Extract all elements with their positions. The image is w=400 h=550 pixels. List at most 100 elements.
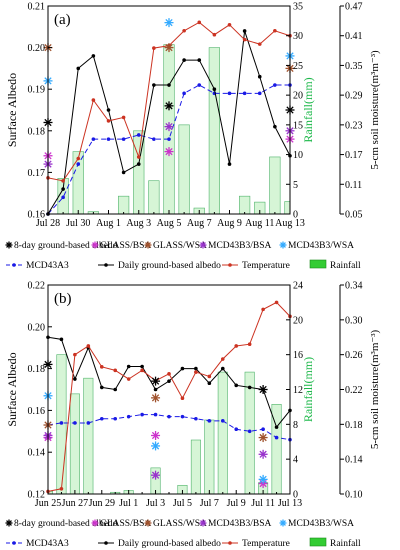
legend-marker-glass-wsa	[144, 241, 152, 249]
y2-tick-label: 15	[293, 120, 303, 131]
legend-label-daily-ground-based-albedo: Daily ground-based albedo	[118, 539, 221, 549]
mcd43a3-point	[273, 83, 277, 87]
y3-tick-label: 0.47	[345, 2, 363, 13]
y2-tick-label: 25	[293, 61, 303, 72]
y-tick-label: 0.16	[28, 406, 46, 417]
temperature-point	[59, 486, 64, 491]
x-tick-label: Aug 7	[187, 218, 212, 229]
temperature-point	[274, 300, 279, 305]
daily-ground-based-albedo-point	[247, 385, 252, 390]
mcd43a3-point	[227, 91, 232, 96]
y2-tick-label: 16	[293, 350, 303, 361]
panel-b: 0.12 0.14 0.16 0.18 0.20 0.22 0 4 8 12 16 20 24 0.10 0…	[5, 281, 381, 510]
legend-marker-daily-ground-based-albedo	[104, 541, 108, 545]
y2-tick-label: 0	[293, 490, 298, 501]
temperature-point	[234, 344, 239, 348]
temperature-point	[257, 42, 262, 46]
daily-ground-based-albedo-point	[257, 74, 262, 79]
x-tick-label: Aug 13	[275, 218, 305, 229]
y3-tick-label: 0.05	[345, 210, 363, 221]
temperature-point	[152, 46, 156, 50]
legend-label-rainfall: Rainfall	[330, 260, 361, 271]
mcd43b3-wsa-marker	[258, 474, 268, 484]
y3-tick-label: 0.29	[345, 91, 363, 102]
x-tick-label: Jun 29	[89, 498, 115, 509]
mcd43a3-point	[136, 133, 141, 137]
y-tick-label: 0.12	[28, 490, 46, 501]
y2-tick-label: 0	[293, 210, 298, 221]
rainfall-bar	[190, 439, 201, 494]
legend-label-mcd43b3-bsa: MCD43B3/BSA	[208, 519, 271, 529]
legend-label-mcd43b3-wsa: MCD43B3/WSA	[288, 519, 354, 529]
mcd43a3-point	[207, 419, 212, 423]
rainfall-bar	[148, 180, 160, 214]
mcd43a3-point	[247, 429, 252, 434]
mcd43a3-point	[274, 435, 279, 440]
y3-tick-label: 0.23	[345, 120, 363, 131]
legend-marker-mcd43b3-bsa	[199, 519, 207, 527]
mcd43a3-point	[76, 162, 81, 166]
mcd43a3-point	[152, 137, 156, 141]
legend-label-glass-bsa: GLASS/BSA	[100, 241, 151, 251]
daily-ground-based-albedo-point	[59, 337, 64, 342]
legend-label-glass-wsa: GLASS/WSA	[153, 241, 207, 251]
legend-label-glass-wsa: GLASS/WSA	[153, 519, 207, 529]
legend-marker-8-day-ground-based-albedo	[5, 241, 13, 249]
mcd43a3-point	[91, 137, 96, 141]
rainfall-bar	[204, 419, 215, 494]
legend-label-glass-bsa: GLASS/BSA	[100, 519, 151, 529]
mcd43b3-wsa-marker	[164, 18, 174, 28]
legend-label-8-day-ground-based-albedo: 8-day ground-based albedo	[14, 519, 118, 529]
x-tick-label: Jul 13	[278, 498, 302, 509]
x-tick-label: Jul 11	[251, 498, 275, 509]
y3-tick-label: 0.30	[345, 315, 363, 326]
temperature-point	[126, 377, 131, 381]
temperature-point	[86, 344, 91, 348]
y2-tick-label: 12	[293, 385, 303, 396]
daily-ground-based-albedo-point	[136, 162, 141, 166]
rainfall-bar	[271, 404, 282, 494]
x-tick-label: Jul 30	[66, 218, 90, 229]
legend-marker-glass-bsa	[91, 241, 99, 249]
rainfall-bar	[150, 467, 161, 494]
daily-ground-based-albedo-point	[207, 381, 212, 386]
temperature-point	[273, 28, 277, 33]
y3-tick-label: 0.11	[345, 180, 362, 191]
y2-tick-label: 35	[293, 2, 303, 13]
x-tick-label: Jun 27	[62, 498, 88, 509]
rainfall-bar	[254, 201, 266, 214]
x-tick-label: Jul 1	[119, 498, 138, 509]
glass-wsa-marker	[164, 43, 174, 53]
x-tick-label: Jul 7	[200, 498, 219, 509]
legend-label-temperature: Temperature	[242, 261, 290, 271]
legend-label-mcd43a3: MCD43A3	[26, 539, 69, 549]
rainfall-bar	[72, 151, 84, 214]
y2-tick-label: 30	[293, 31, 303, 42]
y3-tick-label: 0.26	[345, 350, 363, 361]
mcd43a3-point	[106, 137, 111, 141]
temperature-point	[261, 307, 265, 312]
daily-ground-based-albedo-point	[234, 383, 239, 388]
mcd43a3-point	[182, 91, 186, 96]
temperature-point	[91, 98, 96, 102]
y2-tick-label: 20	[293, 91, 303, 102]
mcd43b3-wsa-marker	[151, 441, 161, 451]
legend-marker-8-day-ground-based-albedo	[5, 519, 13, 527]
temperature-point	[140, 368, 144, 373]
rainfall-bar	[217, 371, 228, 494]
legend-marker-mcd43a3	[12, 263, 16, 267]
legend-marker-daily-ground-based-albedo	[104, 263, 108, 267]
daily-ground-based-albedo-point	[106, 108, 111, 112]
x-tick-label: Aug 11	[245, 218, 274, 229]
y3-tick-label: 0.34	[345, 281, 363, 292]
y-tick-label: 0.18	[28, 126, 46, 137]
temperature-point	[167, 372, 171, 376]
x-tick-label: Aug 5	[157, 218, 182, 229]
daily-ground-based-albedo-point	[227, 162, 232, 166]
y-tick-label: 0.14	[28, 448, 46, 459]
y3-tick-label: 0.18	[345, 420, 363, 431]
x-tick-label: Aug 3	[126, 218, 151, 229]
temperature-point	[99, 365, 104, 369]
daily-ground-based-albedo-point	[212, 87, 217, 91]
